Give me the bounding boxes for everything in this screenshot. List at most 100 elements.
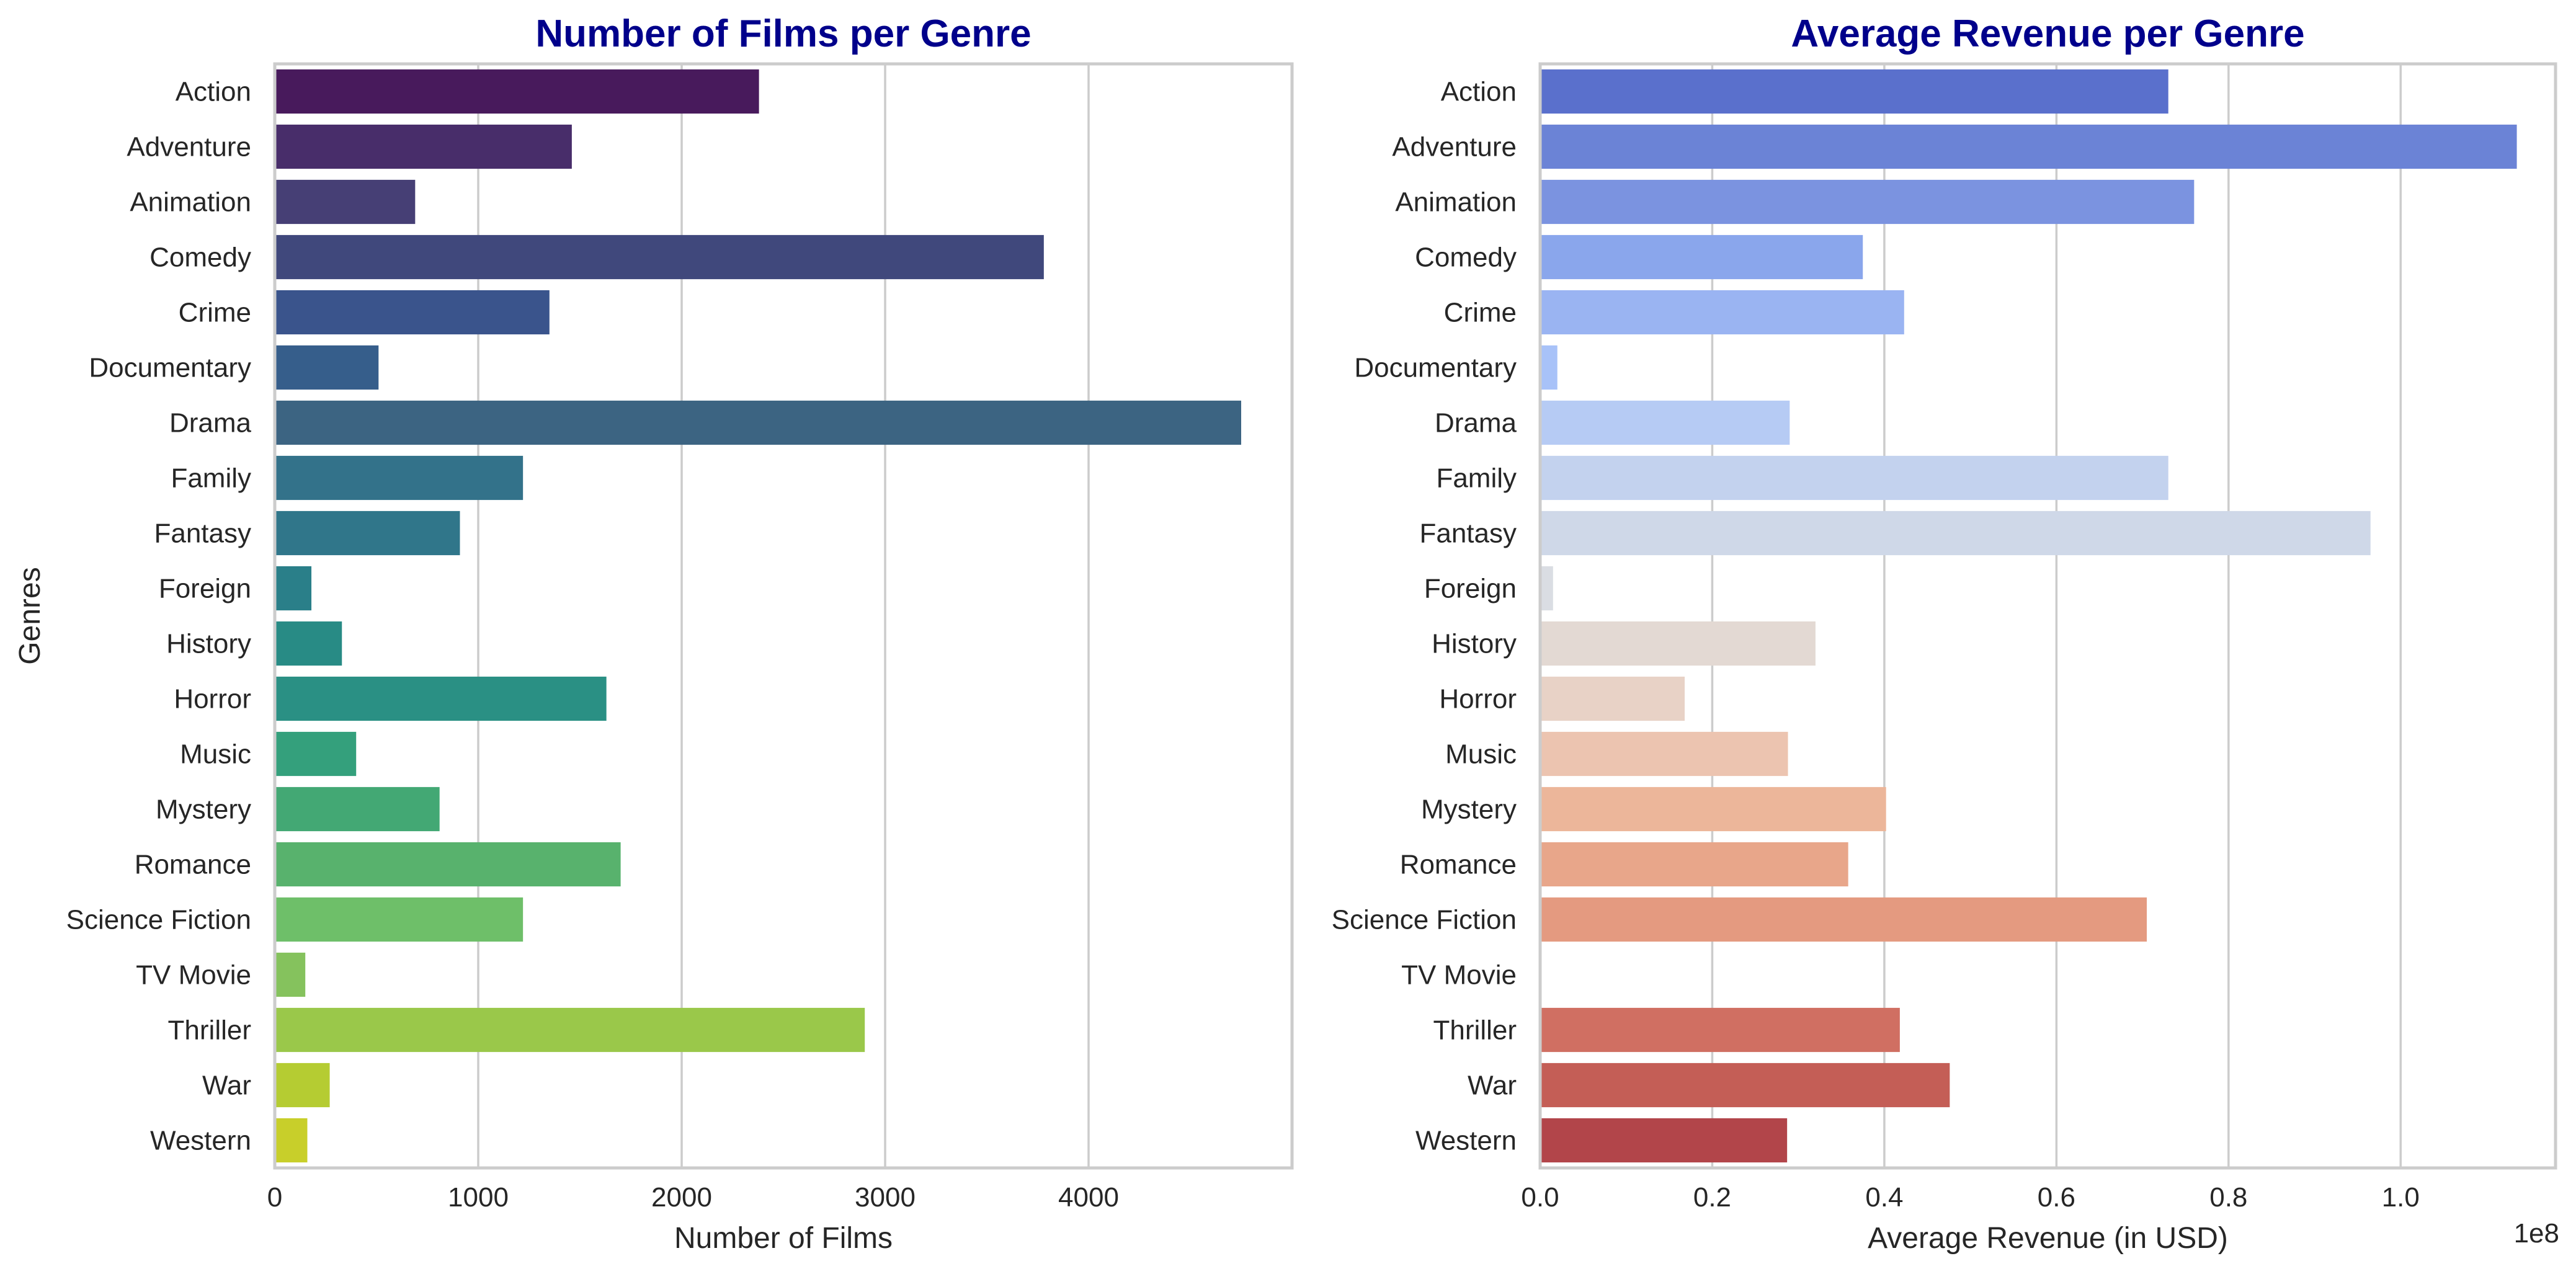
films-bar-music [275,731,357,777]
revenue-axis-multiplier: 1e8 [2514,1218,2559,1249]
films-plot-frame [273,62,1294,1170]
films-x-tick-label: 1000 [448,1182,509,1213]
films-bar-action [275,69,759,114]
films-bar-documentary [275,345,379,390]
films-genre-label: Fantasy [154,519,251,549]
films-genre-label: Family [171,463,251,494]
films-x-tick-label: 4000 [1058,1182,1119,1213]
revenue-genre-label: Thriller [1433,1015,1517,1046]
revenue-bar-comedy [1540,234,1863,280]
films-genre-label: Action [176,77,251,107]
revenue-bar-animation [1540,179,2195,225]
revenue-bar-history [1540,621,1816,666]
revenue-genre-label: Action [1441,77,1517,107]
revenue-genre-label: Horror [1439,684,1517,715]
films-bar-animation [275,179,416,225]
films-x-tick-label: 3000 [855,1182,916,1213]
films-genre-label: Western [150,1126,251,1156]
revenue-x-tick-label: 0.4 [1865,1182,1903,1213]
films-bar-family [275,455,524,501]
revenue-genre-label: War [1468,1071,1517,1101]
revenue-bar-drama [1540,400,1790,445]
revenue-bar-foreign [1540,566,1553,611]
revenue-bar-documentary [1540,345,1558,390]
revenue-bar-mystery [1540,786,1886,832]
revenue-genre-label: Adventure [1392,132,1517,163]
revenue-bar-horror [1540,676,1685,721]
revenue-bar-family [1540,455,2168,501]
films-bar-fantasy [275,510,460,556]
revenue-genre-label: Foreign [1424,574,1517,604]
films-bar-science-fiction [275,897,524,942]
revenue-bar-war [1540,1062,1950,1108]
films-bar-crime [275,290,550,335]
films-genre-label: TV Movie [136,960,251,991]
films-genre-labels: Action Adventure Animation Comedy Crime Docum… [66,77,252,1156]
films-bar-war [275,1062,330,1108]
films-genre-label: Crime [179,298,251,328]
films-bar-romance [275,842,621,887]
films-genre-label: Adventure [127,132,251,163]
films-bars [275,69,1241,1163]
films-genre-label: Comedy [149,243,251,273]
films-bar-tv-movie [275,952,306,997]
films-x-tick-label: 2000 [651,1182,712,1213]
revenue-genre-label: Science Fiction [1332,905,1517,935]
revenue-bar-action [1540,69,2168,114]
revenue-bar-western [1540,1118,1788,1163]
revenue-bar-crime [1540,290,1904,335]
revenue-genre-label: Crime [1444,298,1517,328]
revenue-genre-label: Family [1436,463,1517,494]
films-per-genre-chart: Action Adventure Animation Comedy Crime Docum… [14,12,1294,1255]
revenue-genre-label: Music [1445,739,1517,770]
films-x-tick-label: 0 [267,1182,282,1213]
revenue-genre-label: Animation [1395,187,1517,218]
films-bar-foreign [275,566,312,611]
films-y-axis-label: Genres [14,567,47,664]
films-bar-western [275,1118,308,1163]
films-genre-label: Animation [130,187,251,218]
revenue-chart-title: Average Revenue per Genre [1791,12,2304,55]
revenue-bar-romance [1540,842,1848,887]
films-gridlines [274,64,1090,1168]
revenue-genre-label: History [1432,629,1517,659]
revenue-plot-frame [1538,62,2557,1170]
films-genre-label: Science Fiction [66,905,251,935]
films-genre-label: Romance [135,850,251,880]
revenue-bar-music [1540,731,1788,777]
revenue-genre-labels: Action Adventure Animation Comedy Crime Docum… [1332,77,1517,1156]
films-genre-label: Horror [174,684,251,715]
films-genre-label: History [166,629,251,659]
films-bar-history [275,621,342,666]
films-x-axis-label: Number of Films [674,1222,893,1255]
revenue-x-tick-labels: 0.0 0.2 0.4 0.6 0.8 1.0 [1521,1182,2419,1213]
films-genre-label: Documentary [89,353,251,383]
films-chart-title: Number of Films per Genre [535,12,1031,55]
films-genre-label: Foreign [159,574,251,604]
revenue-x-tick-label: 0.2 [1693,1182,1731,1213]
revenue-bars [1540,69,2517,1163]
revenue-bar-fantasy [1540,510,2371,556]
revenue-x-tick-label: 0.8 [2209,1182,2247,1213]
films-bar-horror [275,676,607,721]
films-genre-label: Music [180,739,251,770]
revenue-genre-label: Mystery [1421,795,1517,825]
revenue-genre-label: Fantasy [1419,519,1517,549]
revenue-x-tick-label: 0.0 [1521,1182,1559,1213]
revenue-x-axis-label: Average Revenue (in USD) [1868,1222,2228,1255]
revenue-bar-thriller [1540,1007,1900,1053]
films-genre-label: Thriller [168,1015,251,1046]
films-genre-label: War [202,1071,251,1101]
revenue-x-tick-label: 0.6 [2038,1182,2075,1213]
revenue-genre-label: Western [1415,1126,1517,1156]
revenue-per-genre-chart: Action Adventure Animation Comedy Crime Docum… [1332,12,2559,1255]
films-bar-adventure [275,124,572,169]
revenue-bar-adventure [1540,124,2517,169]
revenue-x-tick-label: 1.0 [2382,1182,2420,1213]
revenue-bar-science-fiction [1540,897,2147,942]
films-x-tick-labels: 0 1000 2000 3000 4000 [267,1182,1119,1213]
films-genre-label: Drama [169,408,252,439]
revenue-genre-label: Comedy [1415,243,1517,273]
films-genre-label: Mystery [156,795,251,825]
